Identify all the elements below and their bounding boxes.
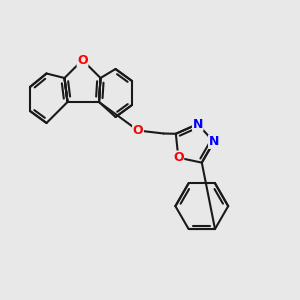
Text: N: N <box>208 135 219 148</box>
Text: N: N <box>193 118 203 130</box>
Text: O: O <box>77 53 88 67</box>
Text: O: O <box>133 124 143 137</box>
Text: O: O <box>173 151 184 164</box>
